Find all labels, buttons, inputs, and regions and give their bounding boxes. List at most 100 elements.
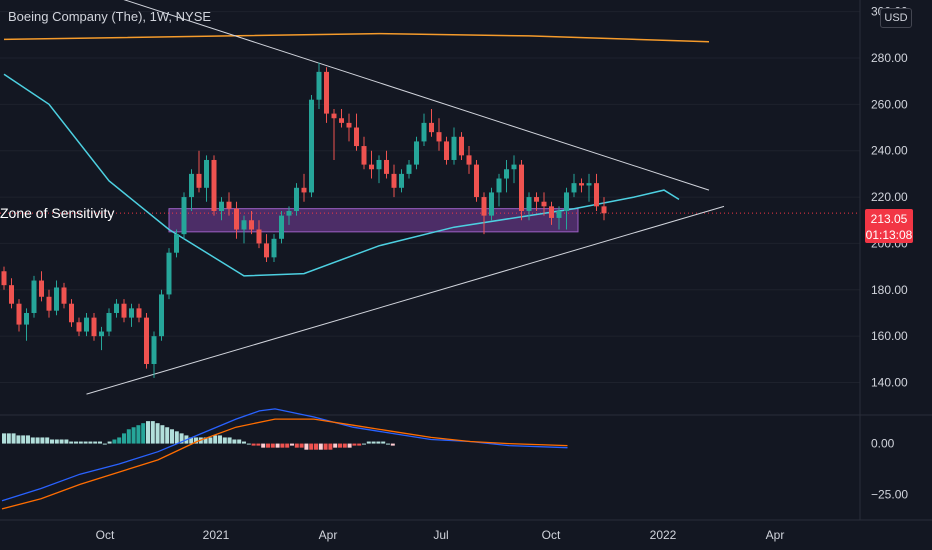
macd-histogram-bar (270, 443, 275, 448)
candle-body (549, 206, 554, 218)
macd-histogram-bar (112, 439, 117, 444)
macd-histogram-bar (174, 431, 179, 444)
candle-body (369, 164, 374, 170)
macd-histogram-bar (131, 427, 136, 444)
candle-body (189, 173, 194, 198)
macd-histogram-bar (136, 425, 141, 444)
candle-body (309, 99, 314, 193)
macd-tick-label: −25.00 (871, 488, 908, 502)
time-tick-label: 2022 (650, 528, 677, 542)
candle-body (376, 159, 382, 170)
candle-body (504, 169, 509, 179)
zone-of-sensitivity-box (0, 208, 860, 233)
macd-histogram-bar (294, 443, 299, 448)
candle-body (114, 303, 119, 313)
macd-histogram-bar (256, 443, 261, 446)
macd-histogram-bar (318, 443, 323, 450)
candle-body (354, 127, 359, 147)
macd-histogram-bar (381, 441, 386, 444)
candle-body (466, 155, 472, 165)
macd-histogram-bar (290, 443, 294, 446)
candle-body (54, 287, 59, 311)
macd-histogram-bar (83, 441, 88, 444)
zone-of-sensitivity (168, 208, 579, 233)
macd-histogram-bar (50, 439, 54, 444)
trendlines (86, 0, 725, 395)
signal-line (1, 418, 568, 510)
macd-histogram-bar (328, 443, 333, 450)
last-price-tag: 213.05 01:13:08 (865, 209, 913, 243)
macd-histogram-bar (40, 437, 45, 444)
candle-body (39, 280, 44, 297)
candle-body (61, 287, 67, 304)
candle-body (339, 118, 344, 123)
bar-countdown: 01:13:08 (865, 228, 913, 242)
candle-body (234, 208, 239, 230)
candle-body (436, 132, 442, 142)
price-tick-label: 140.00 (871, 376, 908, 390)
candle-body (16, 303, 22, 325)
candle-body (556, 210, 562, 218)
candle-body (144, 317, 149, 364)
macd-histogram-bar (165, 427, 170, 444)
upper-trendline (123, 0, 710, 191)
candle-body (361, 146, 367, 165)
candle-body (249, 220, 254, 230)
candle-body (481, 197, 487, 216)
candle-body (511, 164, 517, 170)
macd-histogram-bar (213, 435, 218, 444)
last-price: 213.05 (870, 212, 908, 226)
candle-body (474, 164, 479, 198)
candle-body (286, 210, 292, 216)
candle-body (534, 197, 539, 202)
candle-body (256, 229, 262, 244)
candle-body (406, 164, 412, 174)
price-axis[interactable]: 140.00160.00180.00200.00220.00240.00260.… (871, 5, 908, 502)
candle-body (489, 192, 494, 216)
macd-histogram-bar (352, 443, 357, 446)
time-tick-label: Oct (96, 528, 115, 542)
macd-histogram-bar (366, 441, 371, 444)
candle-body (571, 183, 577, 193)
candle-body (241, 220, 247, 230)
macd-histogram-bar (362, 443, 366, 445)
candle-body (196, 173, 202, 188)
candle-body (1, 271, 7, 286)
time-axis[interactable]: Oct 2021 Apr Jul Oct 2022 Apr (96, 528, 785, 542)
macd-histogram-bar (338, 443, 342, 448)
candle-body (151, 336, 157, 364)
macd-pane (1, 408, 568, 510)
macd-histogram-bar (26, 435, 30, 444)
candle-body (346, 122, 352, 128)
macd-histogram-bar (122, 433, 126, 444)
macd-histogram-bar (88, 441, 93, 444)
macd-histogram-bar (218, 435, 222, 444)
macd-histogram-bar (266, 443, 270, 448)
macd-histogram-bar (222, 437, 227, 444)
macd-histogram-bar (246, 443, 251, 445)
candle-body (324, 71, 329, 114)
macd-histogram-bar (74, 441, 78, 444)
currency-button[interactable]: USD (880, 8, 912, 28)
candle-body (429, 122, 434, 133)
candle-body (69, 303, 74, 323)
macd-tick-label: 0.00 (871, 437, 895, 451)
macd-histogram-bar (357, 443, 362, 446)
macd-histogram-bar (261, 443, 266, 448)
macd-histogram-bar (194, 437, 198, 444)
price-tick-label: 280.00 (871, 51, 908, 65)
candle-body (391, 173, 397, 188)
macd-histogram-bar (78, 441, 83, 444)
candle-body (219, 201, 224, 211)
macd-histogram-bar (2, 433, 6, 444)
candle-body (564, 192, 569, 211)
macd-histogram-bar (227, 437, 232, 444)
macd-histogram-bar (21, 435, 26, 444)
macd-histogram-bar (35, 437, 40, 444)
candle-body (519, 164, 524, 211)
price-tick-label: 160.00 (871, 329, 908, 343)
macd-histogram-bar (98, 441, 102, 444)
candle-body (271, 238, 277, 258)
time-tick-label: Apr (766, 528, 785, 542)
